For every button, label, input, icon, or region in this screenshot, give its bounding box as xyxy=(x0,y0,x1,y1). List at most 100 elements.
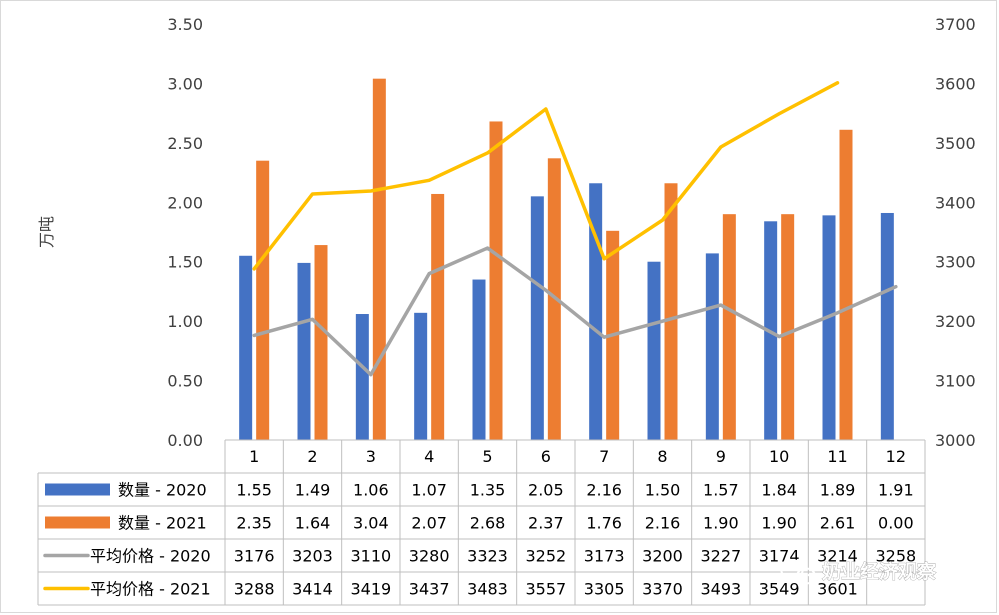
line-point-2021-6 xyxy=(544,107,548,111)
y-tick-label: 0.00 xyxy=(167,431,203,450)
bar-2021-9 xyxy=(722,214,736,440)
y2-tick-label: 3200 xyxy=(935,312,976,331)
data-label: 1.49 xyxy=(295,481,331,500)
x-tick-label: 5 xyxy=(482,447,492,466)
data-label: 1.64 xyxy=(295,514,331,533)
line-point-2020-3 xyxy=(369,373,373,377)
data-label: 3174 xyxy=(759,547,800,566)
x-tick-label: 12 xyxy=(886,447,906,466)
x-tick-label: 6 xyxy=(541,447,551,466)
line-point-2021-2 xyxy=(311,192,314,196)
y2-tick-label: 3300 xyxy=(935,253,976,272)
legend-swatch xyxy=(45,483,110,496)
data-label: 3288 xyxy=(234,580,275,599)
line-point-2020-5 xyxy=(486,246,489,250)
line-point-2021-8 xyxy=(661,218,664,222)
line-point-2020-1 xyxy=(252,333,256,337)
legend-swatch xyxy=(45,516,110,529)
line-point-2020-11 xyxy=(836,311,839,315)
y-tick-label: 2.00 xyxy=(167,193,203,212)
x-tick-label: 1 xyxy=(249,447,259,466)
data-label: 3323 xyxy=(467,547,508,566)
data-label: 3437 xyxy=(409,580,450,599)
line-point-2021-9 xyxy=(719,145,723,149)
data-label: 3258 xyxy=(875,547,916,566)
data-label: 3483 xyxy=(467,580,508,599)
bar-2021-1 xyxy=(256,160,270,440)
line-point-2021-1 xyxy=(252,267,256,271)
line-point-2020-10 xyxy=(777,335,781,339)
y-tick-label: 3.50 xyxy=(167,15,203,34)
data-label: 1.50 xyxy=(645,481,681,500)
bar-2021-3 xyxy=(372,78,386,440)
data-label: 3.04 xyxy=(353,514,389,533)
bar-2020-1 xyxy=(239,255,253,440)
bar-2020-8 xyxy=(647,261,661,440)
x-tick-label: 11 xyxy=(827,447,847,466)
data-label: 3557 xyxy=(525,580,566,599)
y-tick-label: 1.00 xyxy=(167,312,203,331)
legend-label: 平均价格 - 2020 xyxy=(90,547,211,566)
data-label: 1.57 xyxy=(703,481,739,500)
data-label: 1.90 xyxy=(703,514,739,533)
line-point-2020-7 xyxy=(602,335,606,339)
y-tick-label: 0.50 xyxy=(167,372,203,391)
data-label: 1.06 xyxy=(353,481,389,500)
bar-2021-8 xyxy=(664,183,678,441)
bar-2020-9 xyxy=(705,253,719,440)
legend-label: 数量 - 2020 xyxy=(118,481,207,500)
bar-2021-5 xyxy=(489,121,503,440)
data-label: 1.07 xyxy=(411,481,447,500)
x-tick-label: 2 xyxy=(307,447,317,466)
data-label: 3200 xyxy=(642,547,683,566)
y-tick-label: 1.50 xyxy=(167,253,203,272)
data-label: 3601 xyxy=(817,580,858,599)
data-label: 2.37 xyxy=(528,514,564,533)
data-label: 2.16 xyxy=(586,481,622,500)
y-axis-title: 万吨 xyxy=(37,216,56,248)
bar-2020-12 xyxy=(880,212,894,440)
line-point-2020-2 xyxy=(311,317,314,321)
line-point-2020-4 xyxy=(427,272,431,276)
y2-tick-label: 3100 xyxy=(935,372,976,391)
line-point-2020-9 xyxy=(719,303,723,307)
data-label: 3176 xyxy=(234,547,275,566)
data-label: 3203 xyxy=(292,547,333,566)
data-label: 2.16 xyxy=(645,514,681,533)
data-label: 1.76 xyxy=(586,514,622,533)
data-label: 3110 xyxy=(350,547,391,566)
bar-2020-3 xyxy=(355,314,369,440)
x-tick-label: 7 xyxy=(599,447,609,466)
x-tick-label: 4 xyxy=(424,447,434,466)
bar-2020-11 xyxy=(822,215,836,440)
data-label: 3252 xyxy=(525,547,566,566)
bar-2020-6 xyxy=(530,196,544,440)
data-label: 2.07 xyxy=(411,514,447,533)
data-label: 2.68 xyxy=(470,514,506,533)
y2-tick-label: 3500 xyxy=(935,134,976,153)
data-label: 3227 xyxy=(700,547,741,566)
bar-2021-11 xyxy=(839,129,853,441)
bar-2021-10 xyxy=(781,214,795,440)
wechat-icon xyxy=(780,559,816,585)
bar-2021-4 xyxy=(431,193,445,440)
y2-tick-label: 3000 xyxy=(935,431,976,450)
data-label: 0.00 xyxy=(878,514,914,533)
line-series-price-2020 xyxy=(252,246,898,377)
y2-tick-label: 3400 xyxy=(935,193,976,212)
y2-tick-label: 3700 xyxy=(935,15,976,34)
line-point-2021-7 xyxy=(602,257,606,261)
data-label: 2.35 xyxy=(236,514,272,533)
line-point-2020-12 xyxy=(894,285,898,289)
line-point-2021-5 xyxy=(486,151,489,155)
data-label: 1.55 xyxy=(236,481,272,500)
y2-tick-label: 3600 xyxy=(935,74,976,93)
y-tick-label: 2.50 xyxy=(167,134,203,153)
watermark-text: 奶业经济观察 xyxy=(822,560,937,583)
data-label: 3370 xyxy=(642,580,683,599)
data-label: 1.84 xyxy=(761,481,797,500)
data-label: 3280 xyxy=(409,547,450,566)
legend-label: 数量 - 2021 xyxy=(118,514,207,533)
